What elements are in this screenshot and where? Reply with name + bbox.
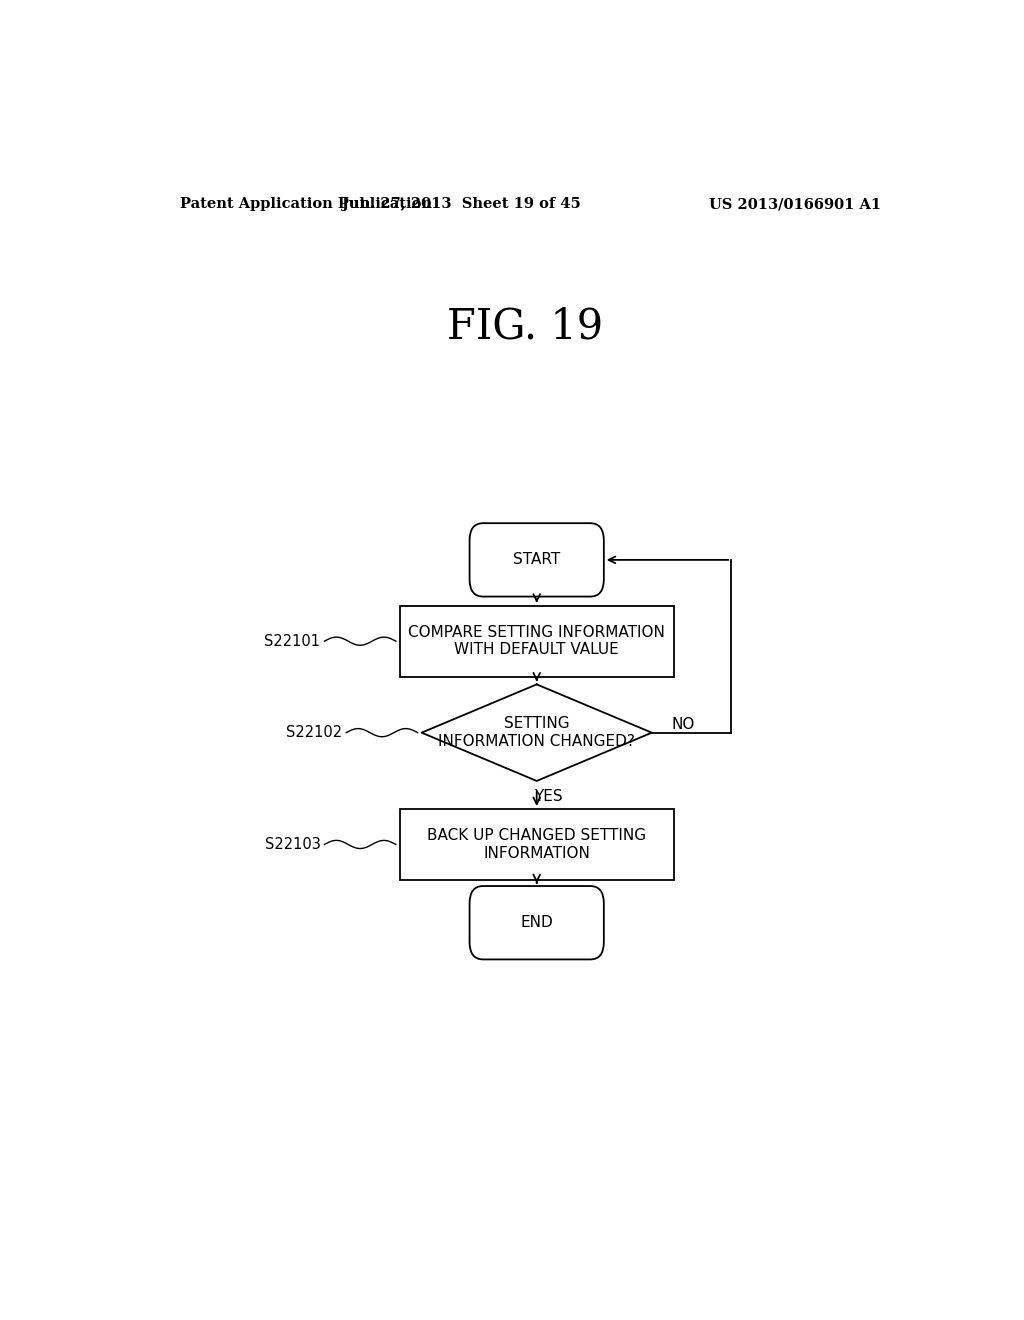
Polygon shape [422,684,652,781]
Text: FIG. 19: FIG. 19 [446,306,603,347]
Text: NO: NO [672,717,695,733]
FancyBboxPatch shape [470,886,604,960]
Text: SETTING
INFORMATION CHANGED?: SETTING INFORMATION CHANGED? [438,717,635,748]
Text: START: START [513,552,560,568]
Text: YES: YES [535,789,563,804]
FancyBboxPatch shape [470,523,604,597]
Text: S22102: S22102 [286,725,342,741]
Bar [399,809,674,880]
Text: S22101: S22101 [264,634,321,648]
Text: BACK UP CHANGED SETTING
INFORMATION: BACK UP CHANGED SETTING INFORMATION [427,828,646,861]
Text: Patent Application Publication: Patent Application Publication [179,197,431,211]
Text: END: END [520,915,553,931]
Text: US 2013/0166901 A1: US 2013/0166901 A1 [709,197,881,211]
Text: COMPARE SETTING INFORMATION
WITH DEFAULT VALUE: COMPARE SETTING INFORMATION WITH DEFAULT… [409,624,666,657]
Text: S22103: S22103 [264,837,321,851]
Bar [399,606,674,677]
Text: Jun. 27, 2013  Sheet 19 of 45: Jun. 27, 2013 Sheet 19 of 45 [342,197,581,211]
